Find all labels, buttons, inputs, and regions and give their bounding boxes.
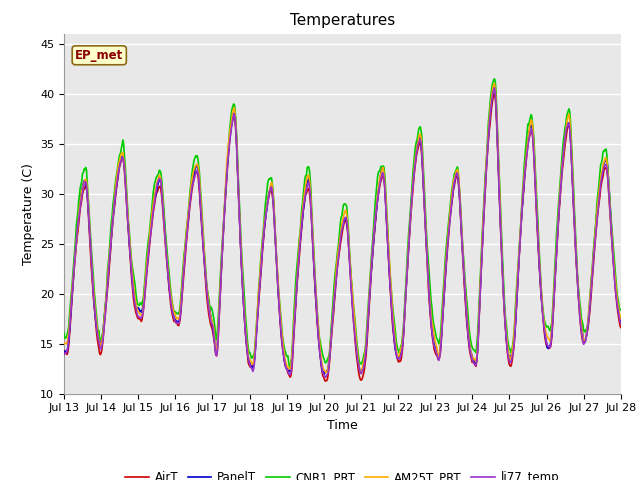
CNR1_PRT — [184, 214, 192, 220]
PanelT — [491, 84, 499, 89]
AirT — [321, 378, 329, 384]
li77_temp — [617, 321, 625, 326]
li77_temp — [411, 164, 419, 169]
AirT — [184, 223, 192, 229]
PanelT — [127, 266, 135, 272]
PanelT — [411, 160, 419, 166]
PanelT — [428, 316, 435, 322]
li77_temp — [322, 374, 330, 380]
li77_temp — [70, 265, 78, 271]
CNR1_PRT — [617, 307, 625, 312]
AM25T_PRT — [617, 316, 625, 322]
AirT — [617, 324, 625, 330]
AM25T_PRT — [428, 312, 435, 318]
AirT — [428, 321, 435, 327]
CNR1_PRT — [214, 329, 221, 335]
CNR1_PRT — [411, 149, 419, 155]
PanelT — [617, 319, 625, 325]
PanelT — [184, 216, 192, 222]
AM25T_PRT — [127, 262, 135, 267]
CNR1_PRT — [491, 76, 499, 82]
CNR1_PRT — [286, 364, 294, 370]
AirT — [214, 348, 221, 354]
AM25T_PRT — [184, 214, 192, 220]
AM25T_PRT — [491, 81, 499, 87]
li77_temp — [491, 85, 499, 91]
AirT — [70, 268, 78, 274]
AirT — [60, 348, 68, 353]
CNR1_PRT — [428, 298, 435, 303]
li77_temp — [127, 266, 135, 272]
AM25T_PRT — [70, 265, 78, 271]
AM25T_PRT — [60, 341, 68, 347]
Line: PanelT: PanelT — [64, 86, 621, 374]
AM25T_PRT — [411, 160, 419, 166]
AM25T_PRT — [356, 370, 364, 375]
Title: Temperatures: Temperatures — [290, 13, 395, 28]
PanelT — [214, 342, 221, 348]
AirT — [127, 272, 135, 277]
PanelT — [321, 371, 328, 377]
Line: AM25T_PRT: AM25T_PRT — [64, 84, 621, 372]
li77_temp — [184, 221, 192, 227]
Legend: AirT, PanelT, CNR1_PRT, AM25T_PRT, li77_temp: AirT, PanelT, CNR1_PRT, AM25T_PRT, li77_… — [120, 466, 564, 480]
AirT — [491, 91, 499, 96]
AM25T_PRT — [214, 342, 221, 348]
Text: EP_met: EP_met — [75, 49, 124, 62]
CNR1_PRT — [60, 330, 68, 336]
AirT — [411, 166, 419, 171]
CNR1_PRT — [70, 256, 78, 262]
Line: li77_temp: li77_temp — [64, 88, 621, 377]
Y-axis label: Temperature (C): Temperature (C) — [22, 163, 35, 264]
PanelT — [70, 264, 78, 270]
li77_temp — [60, 352, 68, 358]
Line: AirT: AirT — [64, 94, 621, 381]
Line: CNR1_PRT: CNR1_PRT — [64, 79, 621, 367]
X-axis label: Time: Time — [327, 419, 358, 432]
li77_temp — [214, 348, 221, 354]
CNR1_PRT — [127, 257, 135, 263]
PanelT — [60, 349, 68, 355]
li77_temp — [428, 319, 435, 325]
